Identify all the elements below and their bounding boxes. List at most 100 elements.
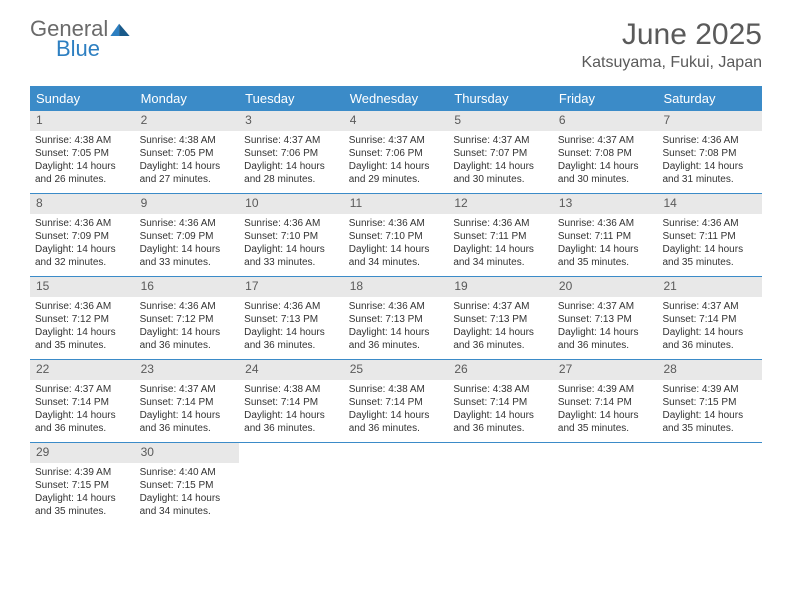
sunset-line: Sunset: 7:05 PM (140, 147, 235, 160)
day-cell: 9Sunrise: 4:36 AMSunset: 7:09 PMDaylight… (135, 194, 240, 276)
day-number: 21 (657, 277, 762, 297)
day-number: 1 (30, 111, 135, 131)
logo: GeneralBlue (30, 18, 130, 60)
day-cell: 6Sunrise: 4:37 AMSunset: 7:08 PMDaylight… (553, 111, 658, 193)
daylight-line: Daylight: 14 hours and 36 minutes. (140, 326, 235, 352)
day-number: 8 (30, 194, 135, 214)
sunrise-line: Sunrise: 4:36 AM (349, 217, 444, 230)
sunset-line: Sunset: 7:09 PM (140, 230, 235, 243)
day-number: 29 (30, 443, 135, 463)
day-details: Sunrise: 4:37 AMSunset: 7:06 PMDaylight:… (239, 131, 344, 191)
sunrise-line: Sunrise: 4:38 AM (35, 134, 130, 147)
sunset-line: Sunset: 7:13 PM (244, 313, 339, 326)
day-details: Sunrise: 4:37 AMSunset: 7:06 PMDaylight:… (344, 131, 449, 191)
week-row: 15Sunrise: 4:36 AMSunset: 7:12 PMDayligh… (30, 277, 762, 360)
sunrise-line: Sunrise: 4:37 AM (35, 383, 130, 396)
sunrise-line: Sunrise: 4:37 AM (558, 134, 653, 147)
day-details: Sunrise: 4:37 AMSunset: 7:07 PMDaylight:… (448, 131, 553, 191)
sunrise-line: Sunrise: 4:37 AM (453, 134, 548, 147)
day-number: 7 (657, 111, 762, 131)
day-details: Sunrise: 4:36 AMSunset: 7:11 PMDaylight:… (553, 214, 658, 274)
day-number: 18 (344, 277, 449, 297)
day-cell: 11Sunrise: 4:36 AMSunset: 7:10 PMDayligh… (344, 194, 449, 276)
sunset-line: Sunset: 7:08 PM (558, 147, 653, 160)
sunset-line: Sunset: 7:12 PM (35, 313, 130, 326)
daylight-line: Daylight: 14 hours and 36 minutes. (662, 326, 757, 352)
sunset-line: Sunset: 7:14 PM (244, 396, 339, 409)
daylight-line: Daylight: 14 hours and 36 minutes. (244, 409, 339, 435)
day-header-row: SundayMondayTuesdayWednesdayThursdayFrid… (30, 86, 762, 111)
day-details: Sunrise: 4:39 AMSunset: 7:14 PMDaylight:… (553, 380, 658, 440)
empty-cell (657, 443, 762, 525)
day-details: Sunrise: 4:36 AMSunset: 7:09 PMDaylight:… (30, 214, 135, 274)
daylight-line: Daylight: 14 hours and 36 minutes. (558, 326, 653, 352)
day-details: Sunrise: 4:37 AMSunset: 7:14 PMDaylight:… (657, 297, 762, 357)
logo-icon (110, 18, 130, 40)
day-details: Sunrise: 4:37 AMSunset: 7:14 PMDaylight:… (30, 380, 135, 440)
sunrise-line: Sunrise: 4:36 AM (140, 217, 235, 230)
day-details: Sunrise: 4:37 AMSunset: 7:13 PMDaylight:… (448, 297, 553, 357)
day-number: 12 (448, 194, 553, 214)
day-header-thursday: Thursday (448, 86, 553, 111)
daylight-line: Daylight: 14 hours and 35 minutes. (35, 492, 130, 518)
day-number: 17 (239, 277, 344, 297)
sunset-line: Sunset: 7:14 PM (35, 396, 130, 409)
day-number: 15 (30, 277, 135, 297)
day-header-saturday: Saturday (657, 86, 762, 111)
sunset-line: Sunset: 7:14 PM (662, 313, 757, 326)
day-cell: 14Sunrise: 4:36 AMSunset: 7:11 PMDayligh… (657, 194, 762, 276)
sunrise-line: Sunrise: 4:36 AM (662, 134, 757, 147)
day-cell: 5Sunrise: 4:37 AMSunset: 7:07 PMDaylight… (448, 111, 553, 193)
sunrise-line: Sunrise: 4:39 AM (558, 383, 653, 396)
daylight-line: Daylight: 14 hours and 35 minutes. (558, 409, 653, 435)
day-cell: 12Sunrise: 4:36 AMSunset: 7:11 PMDayligh… (448, 194, 553, 276)
day-details: Sunrise: 4:37 AMSunset: 7:14 PMDaylight:… (135, 380, 240, 440)
sunrise-line: Sunrise: 4:37 AM (558, 300, 653, 313)
day-details: Sunrise: 4:38 AMSunset: 7:05 PMDaylight:… (135, 131, 240, 191)
sunset-line: Sunset: 7:08 PM (662, 147, 757, 160)
daylight-line: Daylight: 14 hours and 34 minutes. (140, 492, 235, 518)
day-cell: 23Sunrise: 4:37 AMSunset: 7:14 PMDayligh… (135, 360, 240, 442)
sunset-line: Sunset: 7:15 PM (35, 479, 130, 492)
title-block: June 2025 Katsuyama, Fukui, Japan (581, 18, 762, 72)
daylight-line: Daylight: 14 hours and 35 minutes. (662, 409, 757, 435)
day-cell: 2Sunrise: 4:38 AMSunset: 7:05 PMDaylight… (135, 111, 240, 193)
daylight-line: Daylight: 14 hours and 36 minutes. (349, 326, 444, 352)
day-cell: 10Sunrise: 4:36 AMSunset: 7:10 PMDayligh… (239, 194, 344, 276)
sunset-line: Sunset: 7:10 PM (349, 230, 444, 243)
sunset-line: Sunset: 7:13 PM (349, 313, 444, 326)
daylight-line: Daylight: 14 hours and 32 minutes. (35, 243, 130, 269)
daylight-line: Daylight: 14 hours and 36 minutes. (453, 409, 548, 435)
day-number: 24 (239, 360, 344, 380)
sunset-line: Sunset: 7:13 PM (558, 313, 653, 326)
day-number: 4 (344, 111, 449, 131)
day-details: Sunrise: 4:37 AMSunset: 7:13 PMDaylight:… (553, 297, 658, 357)
sunset-line: Sunset: 7:14 PM (140, 396, 235, 409)
day-header-sunday: Sunday (30, 86, 135, 111)
daylight-line: Daylight: 14 hours and 34 minutes. (453, 243, 548, 269)
sunset-line: Sunset: 7:06 PM (244, 147, 339, 160)
sunset-line: Sunset: 7:07 PM (453, 147, 548, 160)
sunrise-line: Sunrise: 4:36 AM (35, 217, 130, 230)
sunrise-line: Sunrise: 4:39 AM (35, 466, 130, 479)
daylight-line: Daylight: 14 hours and 31 minutes. (662, 160, 757, 186)
day-details: Sunrise: 4:39 AMSunset: 7:15 PMDaylight:… (657, 380, 762, 440)
day-cell: 15Sunrise: 4:36 AMSunset: 7:12 PMDayligh… (30, 277, 135, 359)
sunset-line: Sunset: 7:14 PM (558, 396, 653, 409)
day-cell: 30Sunrise: 4:40 AMSunset: 7:15 PMDayligh… (135, 443, 240, 525)
day-number: 26 (448, 360, 553, 380)
sunrise-line: Sunrise: 4:39 AM (662, 383, 757, 396)
sunset-line: Sunset: 7:05 PM (35, 147, 130, 160)
daylight-line: Daylight: 14 hours and 36 minutes. (244, 326, 339, 352)
sunrise-line: Sunrise: 4:37 AM (140, 383, 235, 396)
day-details: Sunrise: 4:37 AMSunset: 7:08 PMDaylight:… (553, 131, 658, 191)
weeks-container: 1Sunrise: 4:38 AMSunset: 7:05 PMDaylight… (30, 111, 762, 525)
sunset-line: Sunset: 7:14 PM (349, 396, 444, 409)
sunset-line: Sunset: 7:10 PM (244, 230, 339, 243)
day-cell: 21Sunrise: 4:37 AMSunset: 7:14 PMDayligh… (657, 277, 762, 359)
header: GeneralBlue June 2025 Katsuyama, Fukui, … (0, 0, 792, 78)
empty-cell (553, 443, 658, 525)
day-cell: 4Sunrise: 4:37 AMSunset: 7:06 PMDaylight… (344, 111, 449, 193)
day-details: Sunrise: 4:38 AMSunset: 7:14 PMDaylight:… (448, 380, 553, 440)
sunrise-line: Sunrise: 4:36 AM (662, 217, 757, 230)
